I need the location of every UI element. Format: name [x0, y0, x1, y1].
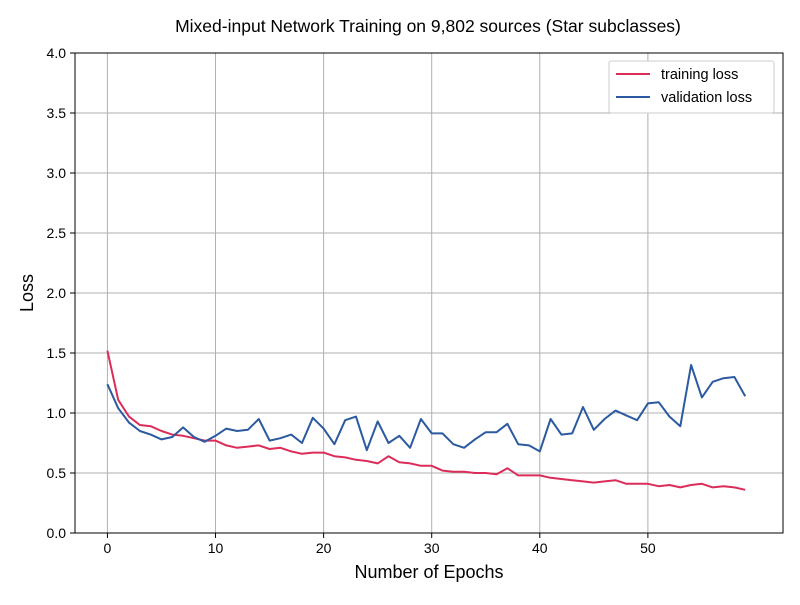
x-tick-label: 20: [316, 540, 332, 556]
y-tick-label: 2.5: [47, 225, 67, 241]
tick-layer: 0 10 20 30 40 50 0.0 0.5 1.0 1.5 2.0 2.5 3.0 3.5 4.0: [47, 45, 656, 556]
series-layer: [106, 350, 747, 491]
series-line-training-loss: [106, 350, 746, 491]
y-tick-label: 3.0: [47, 165, 67, 181]
y-tick-label: 4.0: [47, 45, 67, 61]
chart-title: Mixed-input Network Training on 9,802 so…: [175, 16, 681, 36]
grid-layer: [75, 52, 783, 534]
x-tick-label: 50: [640, 540, 656, 556]
y-tick-label: 0.5: [47, 465, 67, 481]
legend: training loss validation loss: [608, 60, 775, 114]
y-tick-label: 2.0: [47, 285, 67, 301]
legend-box: [608, 60, 775, 114]
y-tick-label: 1.0: [47, 405, 67, 421]
y-tick-label: 1.5: [47, 345, 67, 361]
x-axis-label: Number of Epochs: [354, 562, 503, 582]
x-tick-label: 10: [208, 540, 224, 556]
y-axis-label: Loss: [17, 274, 37, 312]
y-tick-label: 3.5: [47, 105, 67, 121]
x-tick-label: 0: [104, 540, 112, 556]
x-tick-label: 40: [532, 540, 548, 556]
y-tick-label: 0.0: [47, 525, 67, 541]
legend-label-validation-loss: validation loss: [661, 90, 752, 106]
x-tick-label: 30: [424, 540, 440, 556]
legend-label-training-loss: training loss: [661, 67, 738, 83]
series-line-validation-loss: [106, 364, 747, 453]
